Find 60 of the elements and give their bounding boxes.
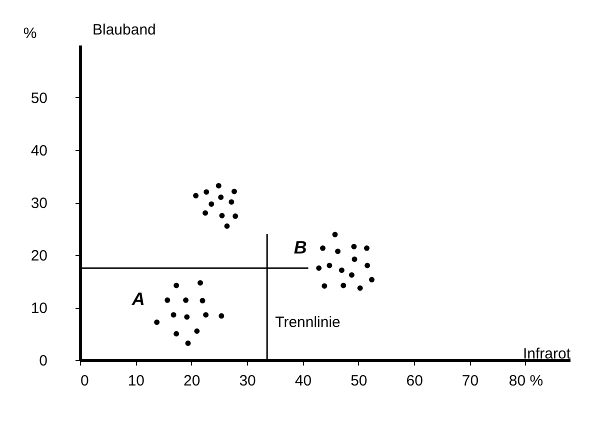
y-tick-label: 10 [30, 300, 48, 317]
point [348, 272, 354, 278]
point [218, 313, 224, 319]
point [183, 297, 189, 303]
y-tick-label: 50 [30, 90, 48, 107]
y-tick-label: 40 [30, 142, 48, 160]
point [316, 265, 322, 271]
x-tick-label: 40 [294, 372, 312, 390]
point [185, 340, 191, 346]
point [357, 285, 363, 291]
point [369, 276, 375, 282]
point [193, 192, 199, 198]
text: % [23, 25, 37, 42]
x-tick-label: 60 [406, 372, 423, 390]
y-axis-title: Blauband [92, 22, 156, 38]
point [224, 223, 230, 229]
point [200, 298, 206, 304]
point [170, 312, 176, 318]
point [332, 232, 338, 238]
x-tick-label: 30 [239, 372, 256, 390]
point [154, 319, 160, 325]
point [228, 199, 234, 205]
point [204, 189, 210, 195]
x-tick-label: 0 [80, 372, 89, 390]
y-tick-label: 30 [30, 195, 48, 212]
point [326, 262, 332, 268]
point [364, 245, 370, 251]
point [335, 248, 341, 254]
point [208, 201, 214, 207]
point [174, 331, 180, 336]
point [322, 283, 328, 289]
x-tick-label: 70 [462, 372, 479, 390]
point [174, 282, 180, 288]
series-label: B [294, 237, 307, 258]
point [203, 312, 209, 318]
point [184, 314, 190, 320]
point [198, 280, 204, 286]
x-tick-label: 10 [128, 372, 145, 390]
point [320, 245, 326, 251]
point [351, 244, 357, 250]
point [218, 194, 224, 200]
y-tick-label: 20 [30, 248, 48, 264]
point [219, 212, 225, 218]
x-axis-title: Infrarot [522, 346, 572, 362]
x-tick-label: 80 % [508, 372, 544, 390]
y-tick-label: 0 [39, 352, 48, 370]
series-label: A [130, 289, 145, 310]
series-label: Trennlinie [275, 314, 340, 331]
point [216, 182, 222, 188]
point [232, 188, 237, 194]
point [340, 282, 346, 288]
x-tick-label: 50 [350, 372, 368, 390]
point [232, 213, 238, 219]
point [338, 267, 344, 273]
x-tick-label: 20 [184, 372, 200, 390]
point [352, 256, 358, 262]
point [194, 328, 200, 334]
point [364, 262, 370, 268]
point [164, 297, 170, 303]
point [202, 210, 208, 216]
